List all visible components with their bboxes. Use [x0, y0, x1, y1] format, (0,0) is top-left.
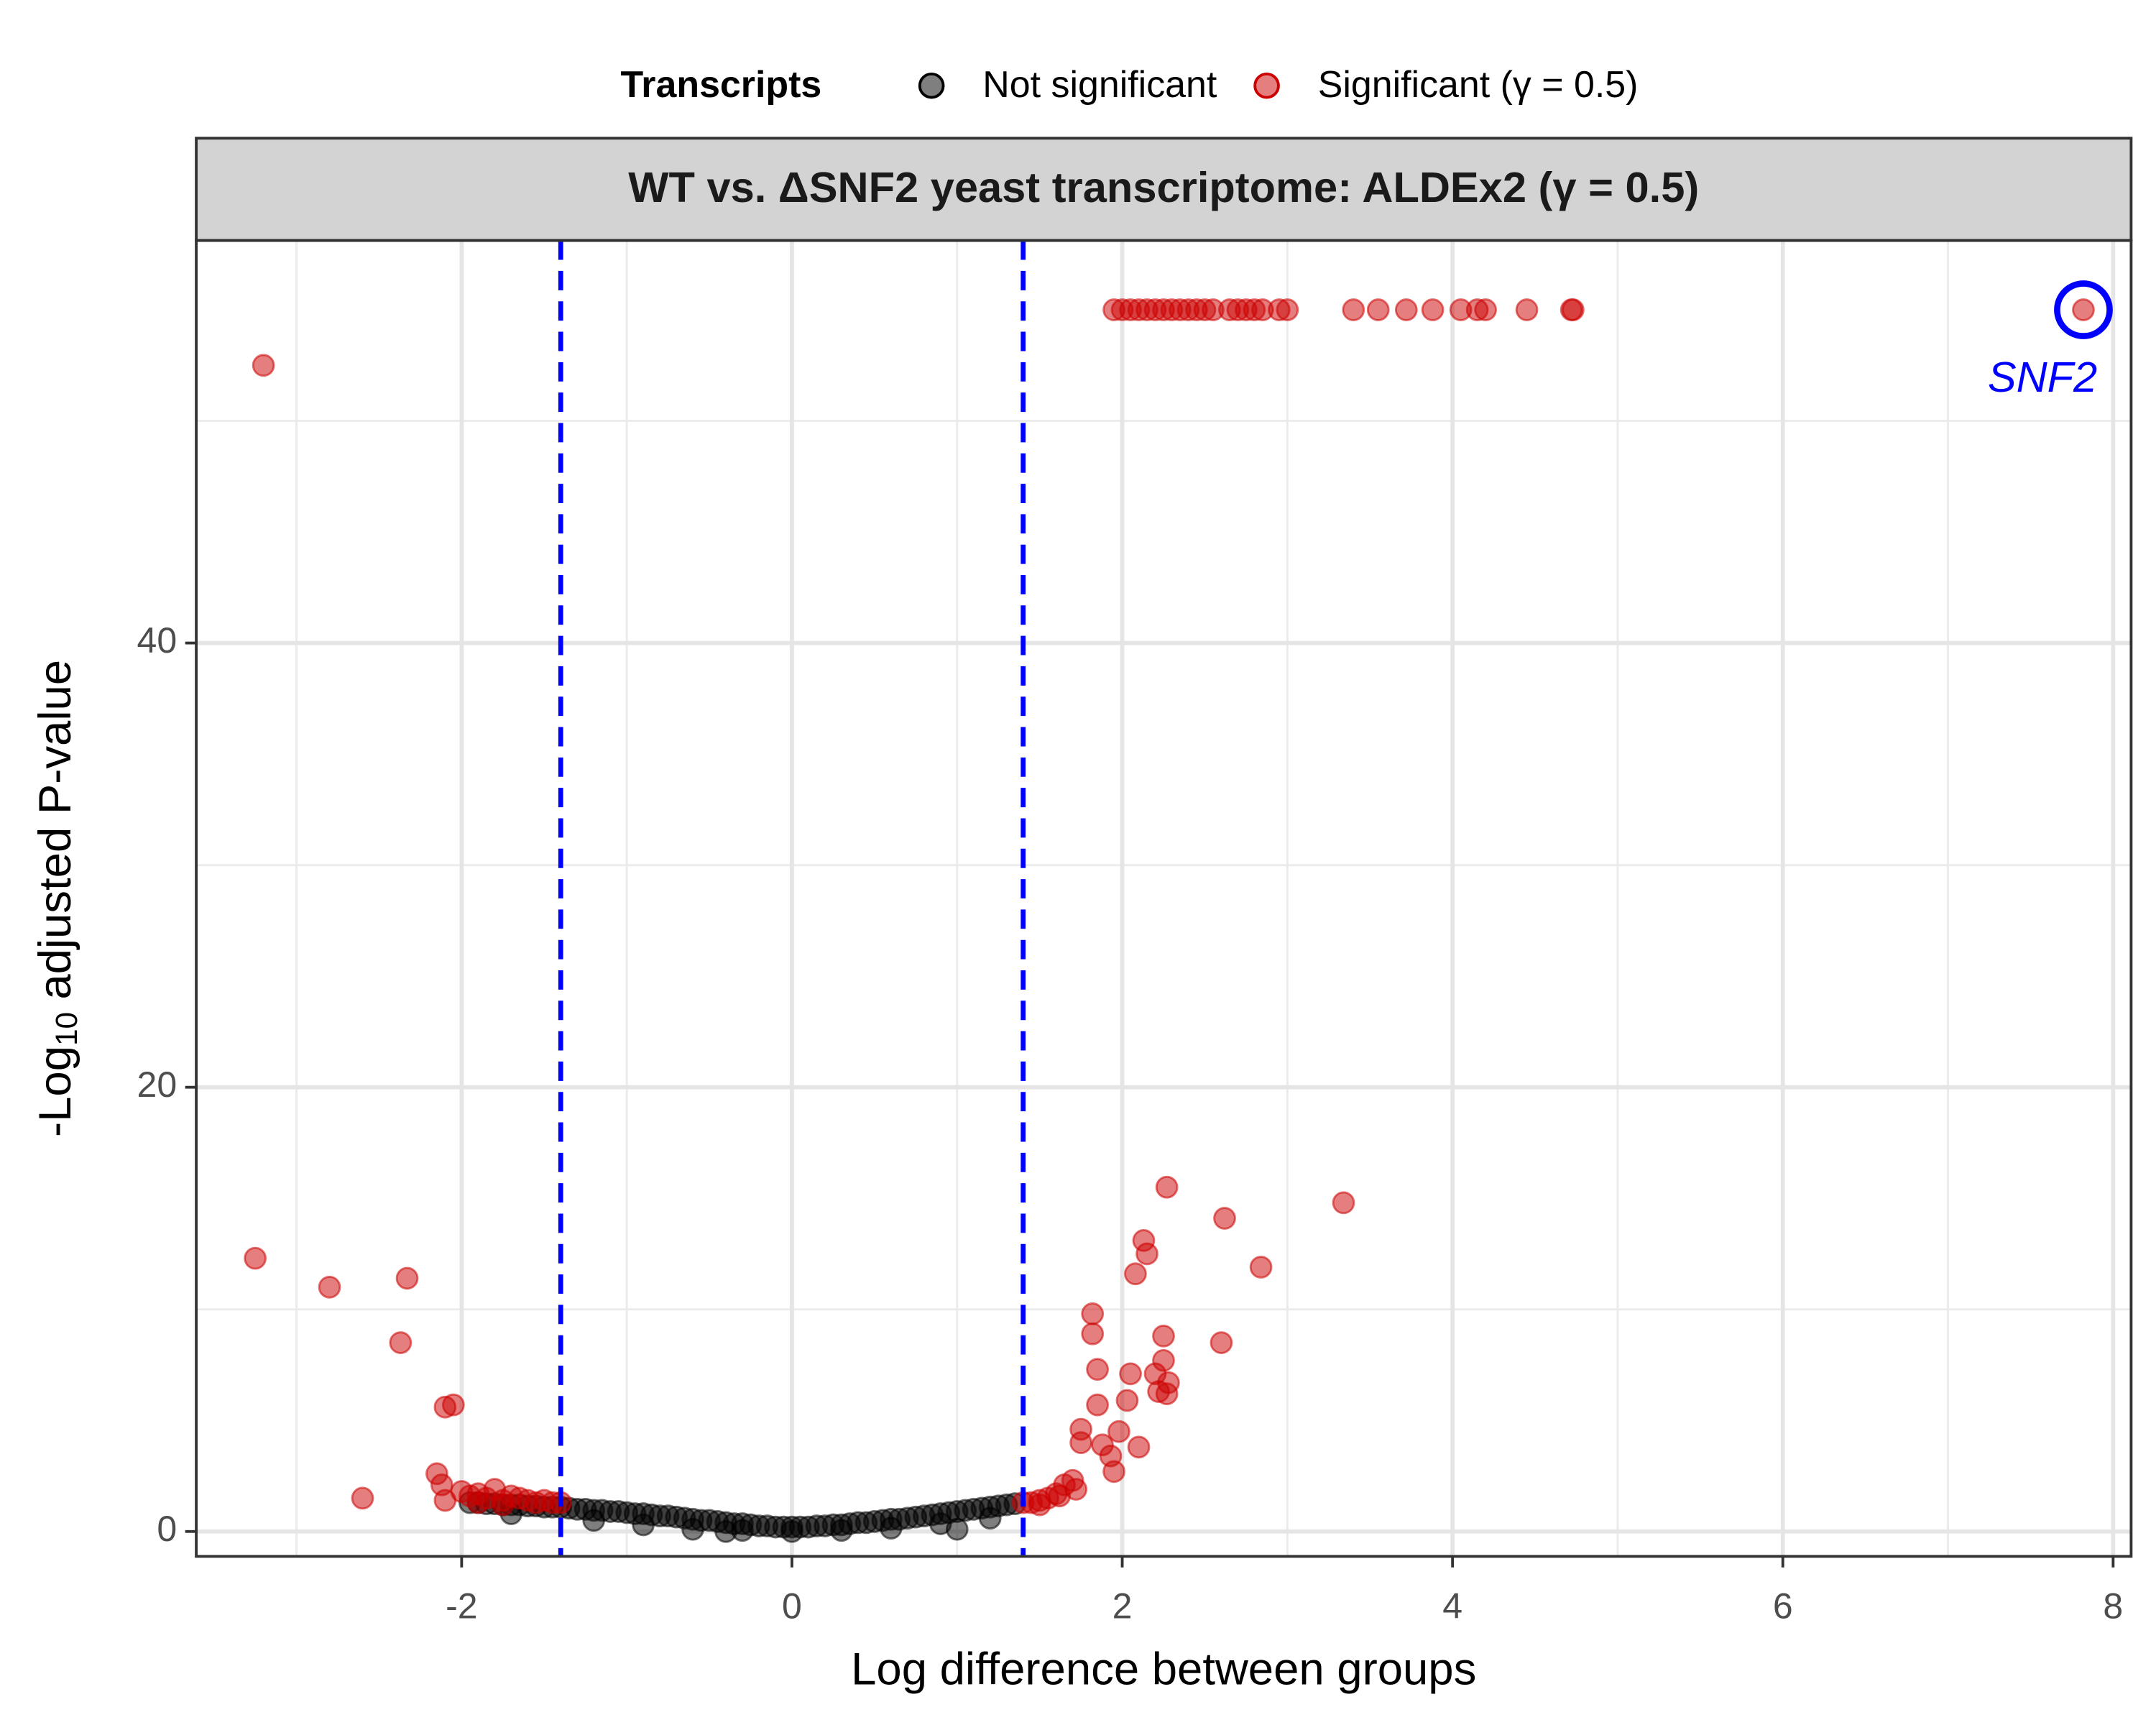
- x-tick-label: 2: [1112, 1586, 1133, 1627]
- point: [1366, 298, 1390, 321]
- point: [780, 1519, 803, 1543]
- legend-key: [918, 72, 945, 99]
- x-tick-label: 0: [782, 1586, 802, 1627]
- y-tick-label: 0: [157, 1509, 177, 1549]
- point: [1474, 298, 1497, 321]
- point: [1124, 1262, 1147, 1286]
- point: [1394, 298, 1418, 321]
- point: [1086, 1358, 1109, 1381]
- point: [1213, 1207, 1236, 1230]
- x-tick-label: 6: [1773, 1586, 1793, 1627]
- point: [466, 1491, 490, 1514]
- point: [714, 1519, 737, 1543]
- point: [879, 1517, 903, 1540]
- point: [1332, 1191, 1355, 1215]
- panel-border: [195, 239, 2133, 1558]
- point: [1107, 1420, 1130, 1443]
- legend-label: Not significant: [982, 64, 1217, 106]
- point: [1249, 1256, 1273, 1279]
- plot-area: SNF2: [195, 239, 2133, 1558]
- point: [1210, 1331, 1233, 1354]
- point: [830, 1519, 853, 1542]
- point: [1069, 1431, 1092, 1455]
- point: [1119, 1362, 1142, 1386]
- y-tick-label: 20: [137, 1064, 178, 1105]
- y-tick-label: 40: [137, 620, 178, 661]
- annotation: SNF2: [1988, 353, 2097, 401]
- point: [1155, 1175, 1179, 1199]
- y-axis-title: -Log10 adjusted P-value: [30, 660, 84, 1137]
- point: [1152, 1324, 1175, 1348]
- x-tick-label: 8: [2103, 1586, 2123, 1627]
- point: [978, 1506, 1002, 1530]
- legend: Transcripts Not significant Significant (…: [620, 64, 1638, 106]
- point: [582, 1509, 606, 1532]
- point: [252, 354, 275, 377]
- legend-label: Significant (γ = 0.5): [1318, 64, 1639, 106]
- legend-key: [1253, 72, 1280, 99]
- point: [244, 1246, 267, 1270]
- point: [1155, 1382, 1179, 1406]
- point: [2072, 298, 2095, 321]
- point: [1028, 1493, 1051, 1517]
- point: [351, 1486, 374, 1510]
- point: [1515, 298, 1539, 321]
- point: [1102, 1460, 1125, 1484]
- point: [1562, 298, 1585, 321]
- strip: [195, 137, 2133, 242]
- y-axis-title-prefix: -Log: [30, 1046, 80, 1137]
- point: [1342, 298, 1365, 321]
- y-axis-title-text: adjusted P-value: [30, 660, 80, 1000]
- x-axis-title: Log difference between groups: [851, 1644, 1476, 1695]
- point: [632, 1513, 655, 1537]
- chart-title: WT vs. ΔSNF2 yeast transcriptome: ALDEx2…: [628, 163, 1699, 211]
- point: [1276, 298, 1299, 321]
- point: [1081, 1302, 1105, 1325]
- y-axis-title-subscript: 10: [50, 1012, 83, 1046]
- point: [1086, 1393, 1109, 1417]
- point: [1115, 1389, 1139, 1412]
- point: [1135, 1242, 1158, 1266]
- point: [1048, 1484, 1072, 1508]
- point: [1127, 1435, 1151, 1459]
- highlight-ring: [2054, 280, 2113, 339]
- point: [945, 1517, 969, 1541]
- point: [318, 1275, 341, 1299]
- point: [1081, 1322, 1105, 1346]
- point: [442, 1393, 465, 1417]
- x-tick-label: 4: [1442, 1586, 1462, 1627]
- x-tick-label: -2: [446, 1586, 477, 1627]
- point: [395, 1266, 419, 1290]
- point: [681, 1517, 704, 1541]
- point: [389, 1331, 413, 1354]
- point: [491, 1493, 515, 1517]
- legend-title: Transcripts: [620, 64, 821, 106]
- point: [1421, 298, 1445, 321]
